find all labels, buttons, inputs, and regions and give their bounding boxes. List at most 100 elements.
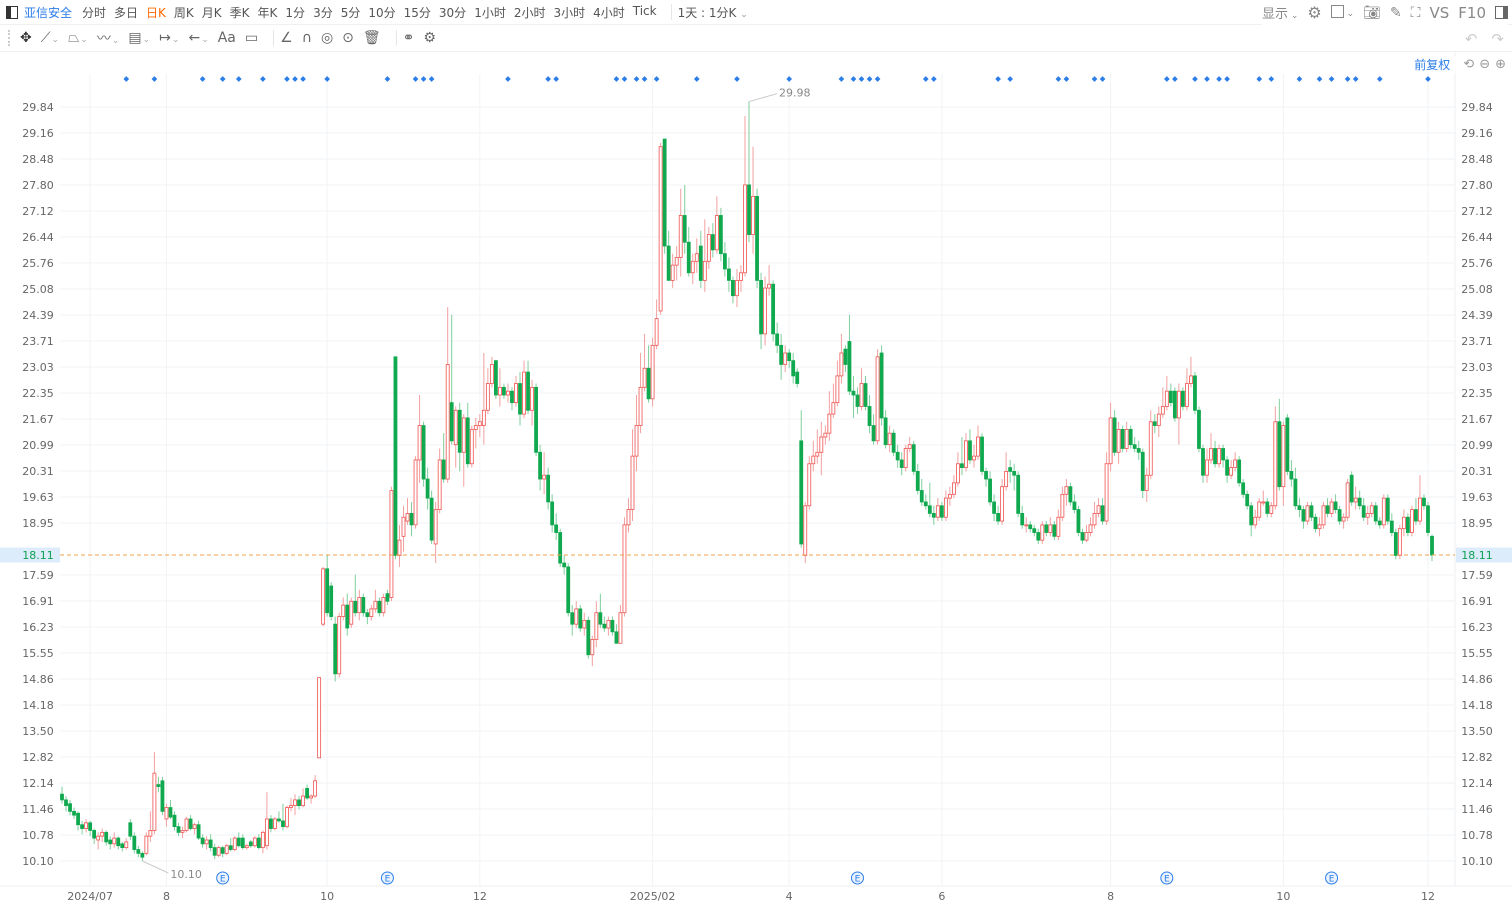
event-dot[interactable] (235, 76, 242, 82)
event-dot[interactable] (734, 76, 740, 82)
candle[interactable] (602, 616, 607, 632)
candle[interactable] (116, 836, 121, 850)
candle[interactable] (397, 524, 402, 567)
candle[interactable] (646, 345, 651, 403)
candle[interactable] (666, 230, 671, 281)
event-dot[interactable] (284, 76, 290, 82)
candle[interactable] (739, 265, 743, 292)
candle[interactable] (566, 563, 571, 617)
candle[interactable] (1016, 471, 1021, 518)
pencil-icon[interactable]: ✎ (1389, 4, 1402, 21)
candle[interactable] (574, 601, 579, 629)
earnings-marker[interactable]: E (1160, 871, 1174, 885)
candle[interactable] (686, 226, 691, 277)
candle[interactable] (164, 803, 169, 827)
candle[interactable] (783, 345, 788, 373)
candle[interactable] (843, 345, 848, 373)
candle[interactable] (1373, 501, 1378, 525)
candle[interactable] (220, 845, 225, 858)
candle[interactable] (329, 582, 334, 621)
candle[interactable] (277, 811, 281, 823)
candle[interactable] (558, 528, 563, 567)
candle[interactable] (1160, 387, 1165, 418)
candle[interactable] (907, 437, 912, 453)
candle[interactable] (735, 268, 739, 308)
candle[interactable] (1217, 444, 1221, 468)
candle[interactable] (353, 574, 358, 617)
candle[interactable] (485, 368, 490, 415)
candle[interactable] (1209, 433, 1213, 464)
candle[interactable] (389, 486, 394, 602)
candle[interactable] (345, 593, 350, 636)
candle[interactable] (1088, 517, 1093, 537)
candle[interactable] (1004, 452, 1009, 491)
event-dot[interactable] (653, 76, 660, 82)
candle[interactable] (140, 851, 145, 861)
vs-button[interactable]: VS (1429, 3, 1450, 22)
event-dot[interactable] (874, 76, 881, 82)
candle[interactable] (714, 196, 719, 254)
candle[interactable] (586, 616, 591, 659)
event-dot[interactable] (621, 76, 628, 82)
candle[interactable] (1385, 494, 1390, 525)
candle[interactable] (473, 417, 478, 449)
candle[interactable] (136, 845, 141, 858)
candle[interactable] (1426, 501, 1430, 537)
angle-icon[interactable]: ∠ (280, 30, 293, 46)
candle[interactable] (1152, 414, 1157, 434)
candle[interactable] (453, 406, 458, 468)
candle[interactable] (747, 101, 751, 243)
event-dot[interactable] (1091, 76, 1098, 82)
tab-period-4[interactable]: 月K (201, 5, 222, 20)
candle[interactable] (176, 822, 181, 837)
candle[interactable] (1040, 521, 1045, 544)
candle[interactable] (731, 276, 735, 304)
candle[interactable] (570, 605, 575, 636)
candle[interactable] (1397, 524, 1402, 560)
candle[interactable] (1116, 421, 1121, 464)
candle[interactable] (795, 368, 800, 388)
candle[interactable] (827, 391, 832, 441)
candle[interactable] (518, 372, 522, 426)
candle[interactable] (690, 253, 695, 285)
candle[interactable] (642, 333, 647, 392)
candle[interactable] (180, 826, 185, 839)
candle[interactable] (248, 839, 253, 848)
candle[interactable] (289, 797, 293, 812)
candle[interactable] (927, 482, 932, 518)
candle[interactable] (606, 616, 611, 636)
candle[interactable] (269, 815, 273, 833)
candlestick-chart[interactable]: 29.84 29.84 29.16 29.16 28.48 28.48 27.80 27.80… (0, 52, 1512, 909)
candle[interactable] (911, 440, 916, 476)
move-icon[interactable]: ✥ (20, 30, 32, 46)
candle[interactable] (377, 597, 382, 617)
candle[interactable] (875, 349, 880, 445)
candle[interactable] (678, 188, 683, 277)
candle[interactable] (1281, 421, 1286, 506)
candle[interactable] (1168, 383, 1173, 407)
candle[interactable] (1108, 402, 1113, 472)
candle[interactable] (264, 792, 269, 850)
candle[interactable] (281, 803, 285, 831)
event-dot[interactable] (641, 76, 648, 82)
tab-period-1[interactable]: 多日 (114, 5, 139, 20)
candle[interactable] (972, 444, 976, 468)
candle[interactable] (236, 832, 241, 848)
event-dot[interactable] (260, 76, 266, 82)
candle[interactable] (305, 784, 309, 800)
candle[interactable] (244, 843, 249, 850)
event-dot[interactable] (199, 76, 206, 82)
candle[interactable] (1036, 528, 1041, 544)
candle[interactable] (1008, 459, 1013, 483)
candle[interactable] (1430, 534, 1434, 562)
candle[interactable] (779, 333, 784, 380)
candle[interactable] (212, 843, 217, 860)
candle[interactable] (718, 207, 723, 262)
candle[interactable] (879, 345, 884, 426)
candle[interactable] (1140, 448, 1145, 499)
candle[interactable] (1297, 498, 1302, 518)
candle[interactable] (1389, 513, 1394, 537)
candle[interactable] (1084, 524, 1089, 543)
candle[interactable] (1189, 356, 1193, 388)
candle[interactable] (674, 246, 679, 281)
